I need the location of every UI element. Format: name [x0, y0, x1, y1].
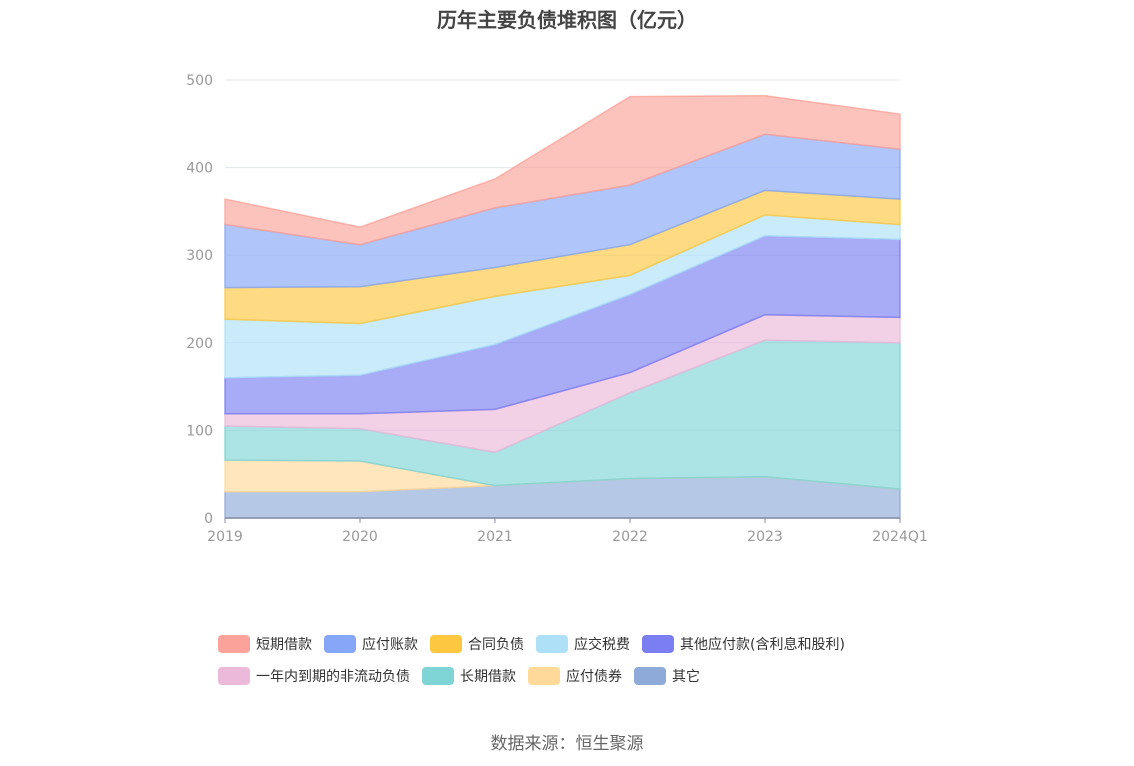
data-source: 数据来源：恒生聚源: [490, 734, 644, 754]
area-series-8: [224, 95, 901, 246]
legend-label: 应付账款: [362, 637, 418, 653]
y-tick-label: 0: [204, 511, 213, 527]
legend-item[interactable]: 应付债券: [528, 666, 622, 686]
legend-item[interactable]: 长期借款: [422, 666, 516, 686]
legend-swatch: [218, 635, 250, 653]
legend-label: 其它: [672, 669, 700, 685]
legend-label: 合同负债: [468, 637, 524, 653]
legend-swatch: [218, 667, 250, 685]
y-tick-label: 400: [186, 161, 213, 177]
legend-swatch: [324, 635, 356, 653]
legend-item[interactable]: 合同负债: [430, 634, 524, 654]
legend: 短期借款 应付账款 合同负债 应交税费 其他应付款(含利息和股利) 一年内到期的非流动负…: [218, 628, 978, 692]
legend-item[interactable]: 其它: [634, 666, 700, 686]
x-tick-label: 2019: [207, 529, 243, 545]
legend-label: 一年内到期的非流动负债: [256, 669, 410, 685]
chart-title: 历年主要负债堆积图（亿元）: [437, 8, 697, 32]
y-tick-label: 200: [186, 336, 213, 352]
legend-swatch: [528, 667, 560, 685]
legend-label: 其他应付款(含利息和股利): [680, 637, 845, 653]
legend-item[interactable]: 一年内到期的非流动负债: [218, 666, 410, 686]
x-tick-label: 2020: [342, 529, 378, 545]
legend-swatch: [634, 667, 666, 685]
legend-swatch: [422, 667, 454, 685]
x-tick-label: 2022: [612, 529, 648, 545]
legend-label: 应付债券: [566, 669, 622, 685]
legend-label: 应交税费: [574, 637, 630, 653]
legend-item[interactable]: 其他应付款(含利息和股利): [642, 634, 845, 654]
y-tick-label: 100: [186, 423, 213, 439]
legend-item[interactable]: 应付账款: [324, 634, 418, 654]
legend-label: 长期借款: [460, 669, 516, 685]
legend-row-2: 一年内到期的非流动负债 长期借款 应付债券 其它: [218, 660, 978, 692]
legend-row-1: 短期借款 应付账款 合同负债 应交税费 其他应付款(含利息和股利): [218, 628, 978, 660]
legend-item[interactable]: 短期借款: [218, 634, 312, 654]
x-tick-label: 2021: [477, 529, 513, 545]
legend-item[interactable]: 应交税费: [536, 634, 630, 654]
legend-swatch: [430, 635, 462, 653]
legend-swatch: [536, 635, 568, 653]
legend-label: 短期借款: [256, 637, 312, 653]
legend-swatch: [642, 635, 674, 653]
stacked-area-chart: 0 100 200 300 400 500 2019 2020 2021 2022 2023 2024…: [186, 73, 928, 545]
x-tick-label: 2024Q1: [872, 529, 928, 545]
x-tick-label: 2023: [747, 529, 783, 545]
y-tick-label: 300: [186, 248, 213, 264]
y-tick-label: 500: [186, 73, 213, 89]
